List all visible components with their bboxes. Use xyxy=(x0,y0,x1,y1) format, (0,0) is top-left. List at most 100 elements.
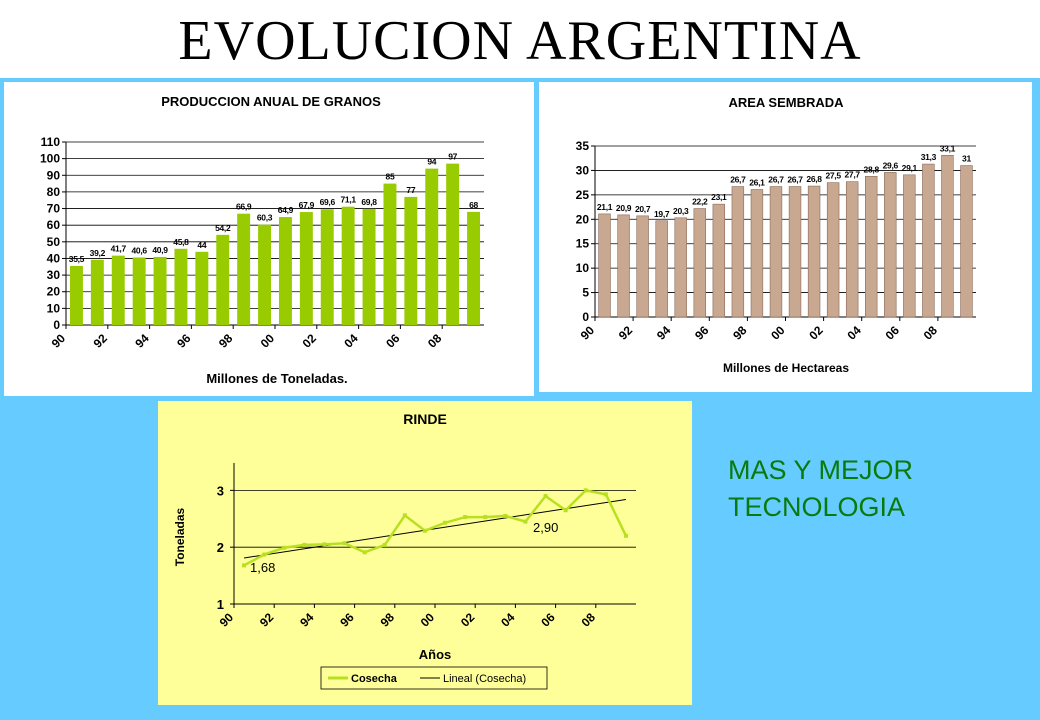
data-point xyxy=(563,508,568,513)
y-tick-label: 25 xyxy=(576,188,590,202)
data-label: 27,5 xyxy=(825,171,841,181)
x-tick-label: 02 xyxy=(806,323,826,343)
data-label: 71,1 xyxy=(340,195,356,205)
data-point xyxy=(262,552,267,557)
data-label: 35,5 xyxy=(69,254,85,264)
data-label: 29,1 xyxy=(902,163,918,173)
x-tick-label: 08 xyxy=(921,323,941,343)
x-tick-label: 94 xyxy=(654,323,674,343)
bar xyxy=(404,196,418,325)
data-label: 26,8 xyxy=(806,174,822,184)
x-tick-label: 00 xyxy=(258,331,278,351)
y-tick-label: 3 xyxy=(217,483,224,498)
tagline: MAS Y MEJOR TECNOLOGIA xyxy=(728,452,1028,526)
bar xyxy=(636,215,649,318)
data-point xyxy=(362,550,367,555)
area-chart-panel: AREA SEMBRADA 0 5 10 15 20 25 30 35 21,1 20,9 20,7 1… xyxy=(539,82,1032,392)
bar xyxy=(132,257,146,325)
y-tick-label: 110 xyxy=(41,135,61,149)
x-tick-label: 06 xyxy=(883,323,903,343)
bar xyxy=(674,217,687,318)
data-label: 44 xyxy=(197,240,206,250)
y-tick-label: 35 xyxy=(576,139,590,153)
y-tick-label: 80 xyxy=(47,185,61,199)
x-tick-label: 90 xyxy=(49,331,69,351)
y-tick-label: 5 xyxy=(582,286,589,300)
bar xyxy=(693,208,706,318)
page-title: EVOLUCION ARGENTINA xyxy=(178,10,862,72)
data-point xyxy=(422,528,427,533)
legend-label-trend: Lineal (Cosecha) xyxy=(443,673,526,685)
data-point xyxy=(242,563,247,568)
data-label: 26,7 xyxy=(730,175,746,185)
data-label: 69,8 xyxy=(361,197,377,207)
data-label: 85 xyxy=(386,172,395,182)
bar xyxy=(153,256,167,325)
data-label: 68 xyxy=(469,200,478,210)
yield-chart: RINDE 1 2 3 90 92 94 96 98 00 02 04 06 08 1,68 2,90 Tone… xyxy=(173,411,636,690)
bar xyxy=(237,213,251,325)
x-tick-label: 90 xyxy=(217,610,237,630)
production-chart: PRODUCCION ANUAL DE GRANOS 0 10 20 30 40 50 60 7… xyxy=(40,94,484,386)
bar xyxy=(941,154,954,318)
bar xyxy=(655,220,668,318)
bar xyxy=(362,208,376,325)
data-point xyxy=(523,519,528,524)
data-label: 45,8 xyxy=(173,237,189,247)
x-axis-label: Millones de Hectareas xyxy=(723,361,849,375)
data-label: 60,3 xyxy=(257,213,273,223)
bar xyxy=(341,206,355,325)
annotation-start: 1,68 xyxy=(250,560,275,575)
data-label: 40,6 xyxy=(131,245,147,255)
bar xyxy=(769,186,783,318)
y-tick-label: 1 xyxy=(217,597,224,612)
bar xyxy=(960,165,973,318)
data-point xyxy=(382,542,387,547)
data-point xyxy=(342,541,347,546)
x-tick-label: 92 xyxy=(257,610,277,630)
data-point xyxy=(483,515,488,520)
y-tick-label: 100 xyxy=(40,152,60,166)
data-label: 94 xyxy=(427,157,436,167)
data-label: 27,7 xyxy=(845,170,861,180)
bar xyxy=(278,217,292,325)
x-tick-label: 98 xyxy=(216,331,236,351)
data-point xyxy=(463,515,468,520)
bar xyxy=(446,163,460,325)
bar xyxy=(826,182,840,318)
yield-chart-panel: RINDE 1 2 3 90 92 94 96 98 00 02 04 06 08 1,68 2,90 Tone… xyxy=(158,401,692,705)
bar xyxy=(195,251,209,325)
bar xyxy=(884,172,897,318)
y-tick-label: 70 xyxy=(47,202,61,216)
data-label: 26,7 xyxy=(787,175,803,185)
x-tick-label: 96 xyxy=(692,323,712,343)
data-label: 28,8 xyxy=(864,164,880,174)
x-tick-label: 06 xyxy=(538,610,558,630)
x-tick-label: 98 xyxy=(730,323,750,343)
x-tick-label: 02 xyxy=(300,331,320,351)
y-tick-label: 30 xyxy=(576,163,590,177)
y-tick-label: 30 xyxy=(47,268,61,282)
data-label: 23,1 xyxy=(711,192,727,202)
bar xyxy=(425,168,439,325)
x-tick-label: 04 xyxy=(844,323,864,343)
bar xyxy=(299,212,313,325)
data-label: 69,6 xyxy=(320,197,336,207)
chart-title: RINDE xyxy=(403,411,447,427)
data-point xyxy=(623,533,628,538)
data-label: 29,6 xyxy=(883,160,899,170)
y-tick-label: 60 xyxy=(47,218,61,232)
chart-title: AREA SEMBRADA xyxy=(728,95,844,110)
x-tick-label: 90 xyxy=(578,323,598,343)
x-axis-label: Millones de Toneladas. xyxy=(206,371,347,386)
data-label: 97 xyxy=(448,152,457,162)
bar xyxy=(731,186,745,318)
y-tick-label: 0 xyxy=(582,310,589,324)
x-tick-label: 06 xyxy=(383,331,403,351)
bar xyxy=(69,265,83,325)
y-tick-label: 0 xyxy=(53,318,60,332)
bar xyxy=(467,211,481,325)
bar xyxy=(174,248,188,325)
x-tick-label: 94 xyxy=(132,331,152,351)
x-tick-label: 08 xyxy=(579,610,599,630)
